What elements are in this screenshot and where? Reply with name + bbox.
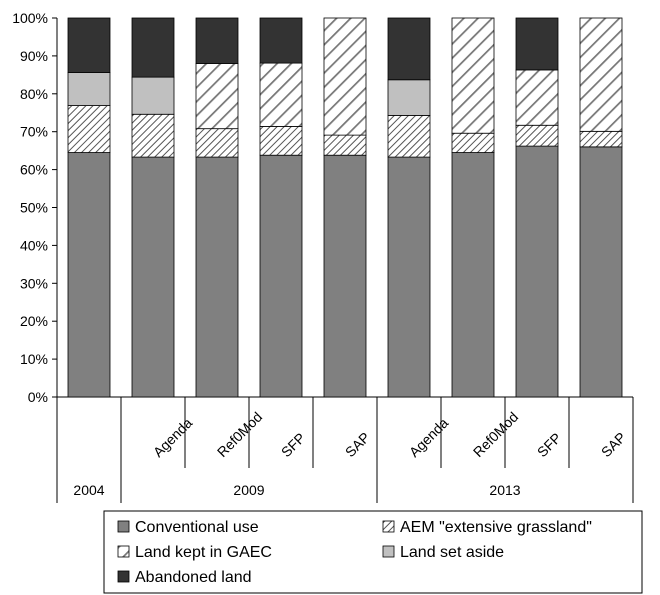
legend-label-1: AEM "extensive grassland" xyxy=(400,519,592,536)
bar-segment-4 xyxy=(387,17,431,81)
y-tick-label: 40% xyxy=(20,237,48,253)
legend-swatch-4 xyxy=(117,570,130,583)
bar-segment-1 xyxy=(67,105,111,153)
category-label: SAP xyxy=(342,429,373,460)
category-label: SAP xyxy=(598,429,629,460)
bar-segment-2 xyxy=(451,17,495,134)
group-label: 2004 xyxy=(73,482,104,498)
category-label: Ref0Mod xyxy=(470,409,521,460)
category-label: SFP xyxy=(278,430,309,461)
legend-box xyxy=(103,510,643,594)
bar-segment-0 xyxy=(131,156,175,398)
y-tick-label: 100% xyxy=(12,10,48,26)
bar-segment-0 xyxy=(323,154,367,398)
y-tick-label: 80% xyxy=(20,86,48,102)
bars xyxy=(67,17,623,398)
y-tick-label: 90% xyxy=(20,48,48,64)
bar-segment-1 xyxy=(515,124,559,147)
bar-segment-1 xyxy=(259,125,303,156)
bar-segment-3 xyxy=(131,76,175,115)
bar-segment-0 xyxy=(259,154,303,398)
y-tick-label: 30% xyxy=(20,275,48,291)
group-label: 2013 xyxy=(489,482,520,498)
category-labels: Agenda Ref0Mod SFP SAP Agenda Ref0Mod SFP SAP 20… xyxy=(56,397,634,503)
bar-segment-1 xyxy=(195,128,239,158)
bar-segment-0 xyxy=(195,156,239,398)
y-tick-label: 70% xyxy=(20,124,48,140)
bar-segment-2 xyxy=(195,63,239,130)
bar-segment-0 xyxy=(387,156,431,398)
bar-segment-0 xyxy=(67,152,111,398)
bar-segment-2 xyxy=(323,17,367,136)
y-tick-label: 50% xyxy=(20,200,48,216)
bar-segment-1 xyxy=(451,132,495,153)
bar-segment-0 xyxy=(451,152,495,398)
y-tick-label: 20% xyxy=(20,313,48,329)
group-label: 2009 xyxy=(233,482,264,498)
bar-segment-2 xyxy=(515,69,559,126)
legend-label-2: Land kept in GAEC xyxy=(135,544,272,561)
bar-segment-2 xyxy=(259,62,303,127)
legend: Conventional use AEM "extensive grassland… xyxy=(103,510,643,594)
category-label: SFP xyxy=(534,430,565,461)
legend-label-4: Abandoned land xyxy=(135,569,252,586)
bar-segment-4 xyxy=(131,17,175,78)
legend-swatch-1 xyxy=(382,520,395,533)
y-tick-label: 0% xyxy=(28,389,48,405)
legend-swatch-2 xyxy=(117,545,130,558)
bar-segment-1 xyxy=(323,134,367,156)
bar-segment-3 xyxy=(67,72,111,106)
bar-segment-0 xyxy=(579,146,623,398)
bar-segment-1 xyxy=(131,113,175,158)
bar-segment-4 xyxy=(259,17,303,64)
category-label: Ref0Mod xyxy=(214,409,265,460)
legend-swatch-0 xyxy=(117,520,130,533)
bar-segment-1 xyxy=(579,130,623,148)
legend-label-3: Land set aside xyxy=(400,544,504,561)
bar-segment-2 xyxy=(579,17,623,132)
bar-segment-1 xyxy=(387,115,431,158)
bar-segment-3 xyxy=(387,79,431,116)
y-tick-label: 60% xyxy=(20,162,48,178)
category-label: Agenda xyxy=(406,415,452,461)
bar-segment-4 xyxy=(515,17,559,71)
bar-segment-4 xyxy=(67,17,111,73)
y-tick-label: 10% xyxy=(20,351,48,367)
legend-swatch-3 xyxy=(382,545,395,558)
category-label: Agenda xyxy=(150,415,196,461)
bar-segment-0 xyxy=(515,145,559,398)
legend-label-0: Conventional use xyxy=(135,519,259,536)
axes: 0% 10% 20% 30% 40% 50% 60% 70% 80% 90% 100% xyxy=(12,10,633,405)
bar-segment-4 xyxy=(195,17,239,64)
